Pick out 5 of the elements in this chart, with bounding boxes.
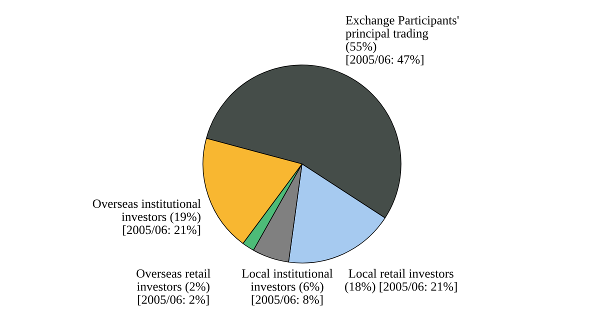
slice-label: Local retail investors (18%) [2005/06: 21%]	[345, 268, 457, 294]
slice-label: Overseas institutional investors (19%) [2005/06: 21%]	[92, 199, 201, 236]
slice-label: Local institutional investors (6%) [2005/06: 8%]	[242, 268, 333, 306]
slice-label: Exchange Participants' principal trading (55%) [2005/06: 47%]	[346, 16, 459, 66]
slice-label: Overseas retail investors (2%) [2005/06: 2%]	[136, 268, 210, 306]
